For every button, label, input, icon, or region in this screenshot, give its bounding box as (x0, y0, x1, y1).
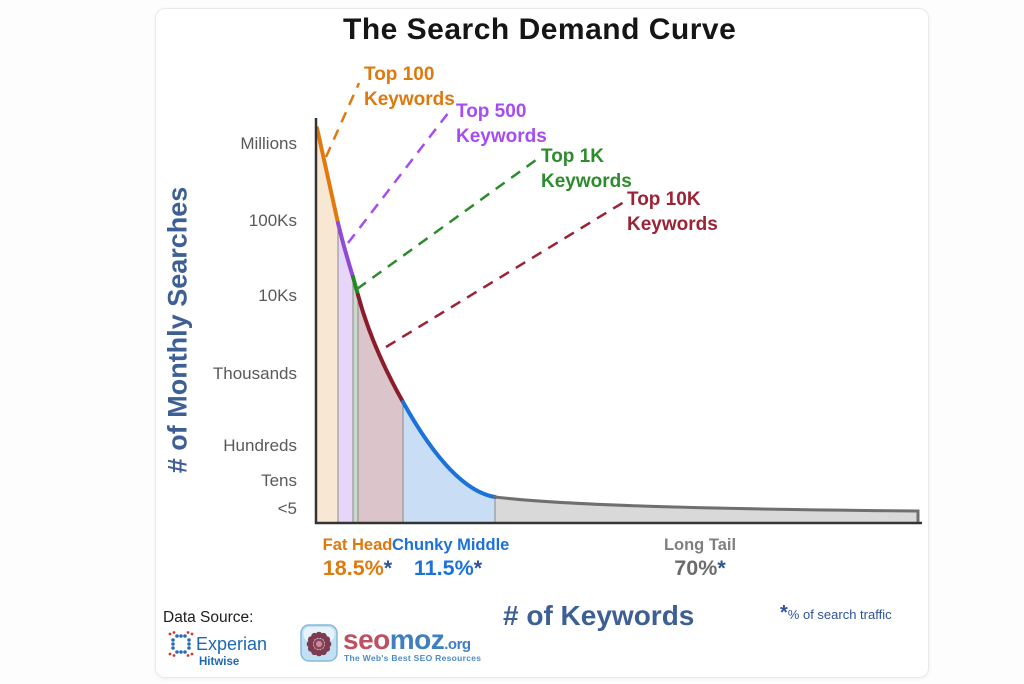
y-tick-tens: Tens (261, 471, 297, 490)
hitwise-logo-text: Hitwise (199, 656, 240, 668)
callout-top-100-line1: Top 100 (364, 64, 435, 85)
seomoz-tagline: The Web's Best SEO Resources (344, 653, 482, 663)
curve-long-tail (493, 495, 920, 523)
segment-label-chunky-middle: Chunky Middle (392, 536, 510, 554)
top500-area (338, 223, 353, 522)
callout-top-1k: Top 1K Keywords (541, 144, 632, 194)
y-tick-hundreds: Hundreds (223, 436, 297, 455)
callout-top-1k-line1: Top 1K (541, 146, 604, 167)
segment-pct-chunky-middle: 11.5%* (392, 556, 504, 581)
fat-head-pct-asterisk: * (383, 556, 393, 580)
leader-top1k (356, 158, 537, 291)
segment-label-fat-head: Fat Head (322, 536, 393, 554)
callout-top-500: Top 500 Keywords (456, 99, 547, 149)
fat-head-area (317, 128, 338, 522)
leader-top100 (324, 82, 361, 158)
seomoz-logo-icon (300, 624, 338, 662)
chart-card (155, 8, 929, 678)
footnote: *% of search traffic (780, 602, 892, 625)
segment-pct-fat-head: 18.5%* (305, 556, 410, 581)
seomoz-moz-text: moz (389, 624, 445, 655)
leader-top10k (385, 200, 625, 349)
chunky-middle-area (403, 402, 495, 522)
curve-top10k (356, 293, 405, 404)
callout-top-100: Top 100 Keywords (364, 62, 455, 112)
footnote-text: % of search traffic (787, 607, 892, 622)
callout-top-500-line1: Top 500 (456, 101, 527, 122)
callout-top-10k-line1: Top 10K (627, 189, 701, 210)
callout-top-10k: Top 10K Keywords (627, 187, 718, 237)
y-tick-lt5: <5 (277, 499, 297, 518)
data-source-label: Data Source: (163, 609, 254, 626)
long-tail-pct-asterisk: * (717, 556, 726, 580)
segment-pct-long-tail: 70%* (645, 556, 755, 581)
experian-logo-icon (168, 631, 194, 657)
curve-top500 (336, 221, 355, 279)
y-tick-10ks: 10Ks (258, 286, 297, 305)
y-tick-thousands: Thousands (212, 364, 297, 383)
seomoz-seo-text: seo (343, 624, 390, 655)
callout-top-500-line2: Keywords (456, 126, 547, 148)
footnote-asterisk: * (780, 602, 788, 624)
top1k-area (353, 277, 358, 522)
curve-chunky-middle (401, 400, 497, 499)
chunky-middle-pct-asterisk: * (473, 556, 483, 580)
long-tail-area (495, 497, 918, 522)
leader-top500 (347, 107, 453, 244)
segment-label-long-tail: Long Tail (663, 536, 737, 554)
chunky-middle-pct-value: 11.5% (413, 556, 474, 580)
axes (314, 118, 922, 525)
long-tail-pct-value: 70% (674, 556, 718, 580)
top10k-area (358, 295, 403, 522)
curve-top1k (351, 275, 360, 297)
y-tick-millions: Millions (240, 134, 297, 153)
seomoz-wordmark: seomoz.org (343, 624, 471, 656)
fat-head-pct-value: 18.5% (322, 556, 384, 580)
curve-top100 (315, 126, 340, 225)
experian-logo-text: Experian (196, 634, 268, 654)
x-axis-title: # of Keywords (503, 600, 695, 631)
y-tick-100ks: 100Ks (248, 211, 297, 230)
callout-top-10k-line2: Keywords (627, 214, 718, 236)
chart-title: The Search Demand Curve (343, 13, 737, 46)
callout-top-1k-line2: Keywords (541, 171, 632, 193)
seomoz-org-text: .org (444, 636, 471, 653)
callout-top-100-line2: Keywords (364, 89, 455, 111)
